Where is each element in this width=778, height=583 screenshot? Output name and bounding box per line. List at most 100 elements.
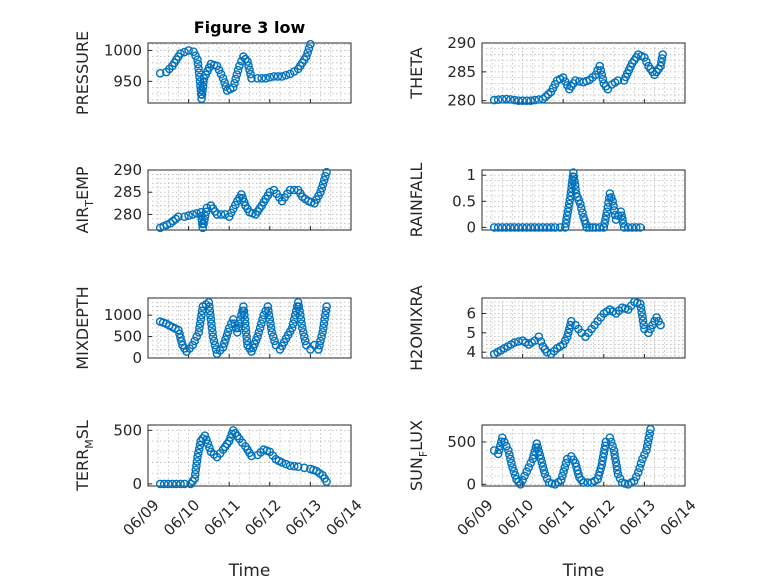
y-tick-label: 1 — [466, 166, 476, 184]
data-point — [609, 201, 618, 211]
data-point — [191, 465, 201, 475]
y-tick-label: 290 — [447, 34, 476, 52]
data-point — [201, 207, 211, 217]
data-point — [306, 39, 315, 49]
data-point — [563, 207, 573, 216]
data-point — [198, 223, 208, 233]
data-point — [522, 96, 532, 105]
data-point — [615, 474, 625, 483]
data-point — [532, 439, 542, 448]
data-point — [576, 199, 585, 209]
data-point — [192, 461, 201, 471]
data-point — [206, 315, 216, 324]
data-point — [322, 302, 331, 311]
data-point — [618, 215, 627, 224]
data-point — [242, 336, 252, 346]
data-point — [254, 327, 264, 337]
data-point — [207, 319, 216, 329]
data-point — [606, 437, 616, 447]
data-point — [194, 444, 204, 454]
y-axis-label: SUNFLUX — [407, 420, 430, 491]
data-point — [524, 463, 534, 472]
data-point — [199, 219, 208, 229]
data-point — [318, 323, 328, 333]
data-point — [188, 210, 197, 219]
data-point — [546, 223, 556, 232]
data-point — [559, 467, 568, 476]
data-point — [646, 424, 655, 434]
data-point — [642, 57, 651, 67]
data-point — [193, 448, 203, 458]
data-point — [320, 315, 329, 324]
y-tick-label: 280 — [113, 205, 142, 223]
data-point — [198, 86, 207, 95]
y-tick-label: 950 — [113, 72, 142, 90]
data-point — [281, 459, 291, 469]
y-tick-label: 0.5 — [452, 192, 476, 210]
data-point — [638, 316, 648, 325]
data-point — [299, 463, 309, 473]
data-point — [566, 320, 575, 330]
data-point — [530, 95, 540, 105]
data-point — [295, 310, 305, 320]
data-point — [493, 223, 503, 232]
data-point — [578, 208, 587, 217]
data-point — [506, 454, 515, 464]
subplot-terr_msl: 0 500 TERRMSL 06/0906/1006/1106/1206/1306/1… — [73, 420, 366, 581]
data-point — [231, 74, 240, 84]
data-point — [619, 223, 629, 232]
data-point — [638, 454, 647, 464]
data-point — [642, 446, 651, 455]
data-point — [265, 315, 275, 324]
y-tick-label: 0 — [466, 218, 476, 236]
data-point — [320, 310, 330, 320]
data-point — [504, 446, 513, 455]
data-point — [301, 52, 311, 61]
y-tick-label: 1000 — [104, 306, 142, 324]
data-point — [638, 312, 647, 321]
data-point — [643, 437, 653, 447]
data-point — [246, 69, 255, 79]
data-point — [289, 461, 299, 471]
data-point — [196, 315, 206, 324]
data-point — [510, 95, 519, 105]
data-point — [247, 451, 256, 461]
y-axis-label: H2OMIXRA — [407, 285, 426, 371]
data-point — [541, 92, 550, 101]
data-point — [505, 450, 514, 460]
data-point — [250, 339, 259, 349]
data-point — [239, 306, 249, 316]
data-point — [205, 306, 215, 316]
data-point — [300, 336, 310, 346]
data-point — [506, 223, 515, 232]
data-point — [241, 327, 251, 337]
y-axis-label: PRESSURE — [73, 31, 92, 115]
data-point — [288, 319, 298, 329]
data-point — [293, 462, 303, 472]
data-point — [530, 223, 540, 232]
data-point — [194, 327, 204, 337]
data-point — [212, 210, 222, 219]
data-point — [297, 323, 307, 333]
subplot-pressure: 950 1000 PRESSURE Figure 3 low — [73, 18, 352, 115]
data-point — [266, 323, 276, 333]
data-point — [315, 340, 324, 350]
data-point — [212, 61, 222, 71]
data-point — [657, 54, 667, 63]
data-point — [510, 338, 519, 347]
data-point — [497, 95, 507, 104]
data-point — [281, 70, 291, 80]
data-point — [237, 190, 246, 199]
data-point — [562, 215, 571, 224]
data-point — [220, 210, 230, 219]
data-point — [319, 319, 329, 329]
y-tick-label: 0 — [132, 475, 142, 493]
data-point — [538, 462, 548, 471]
data-point — [206, 310, 215, 320]
data-point — [318, 179, 328, 189]
data-point — [253, 332, 262, 341]
data-point — [542, 474, 552, 483]
data-point — [613, 469, 623, 479]
data-point — [233, 65, 243, 75]
data-point — [617, 211, 627, 220]
